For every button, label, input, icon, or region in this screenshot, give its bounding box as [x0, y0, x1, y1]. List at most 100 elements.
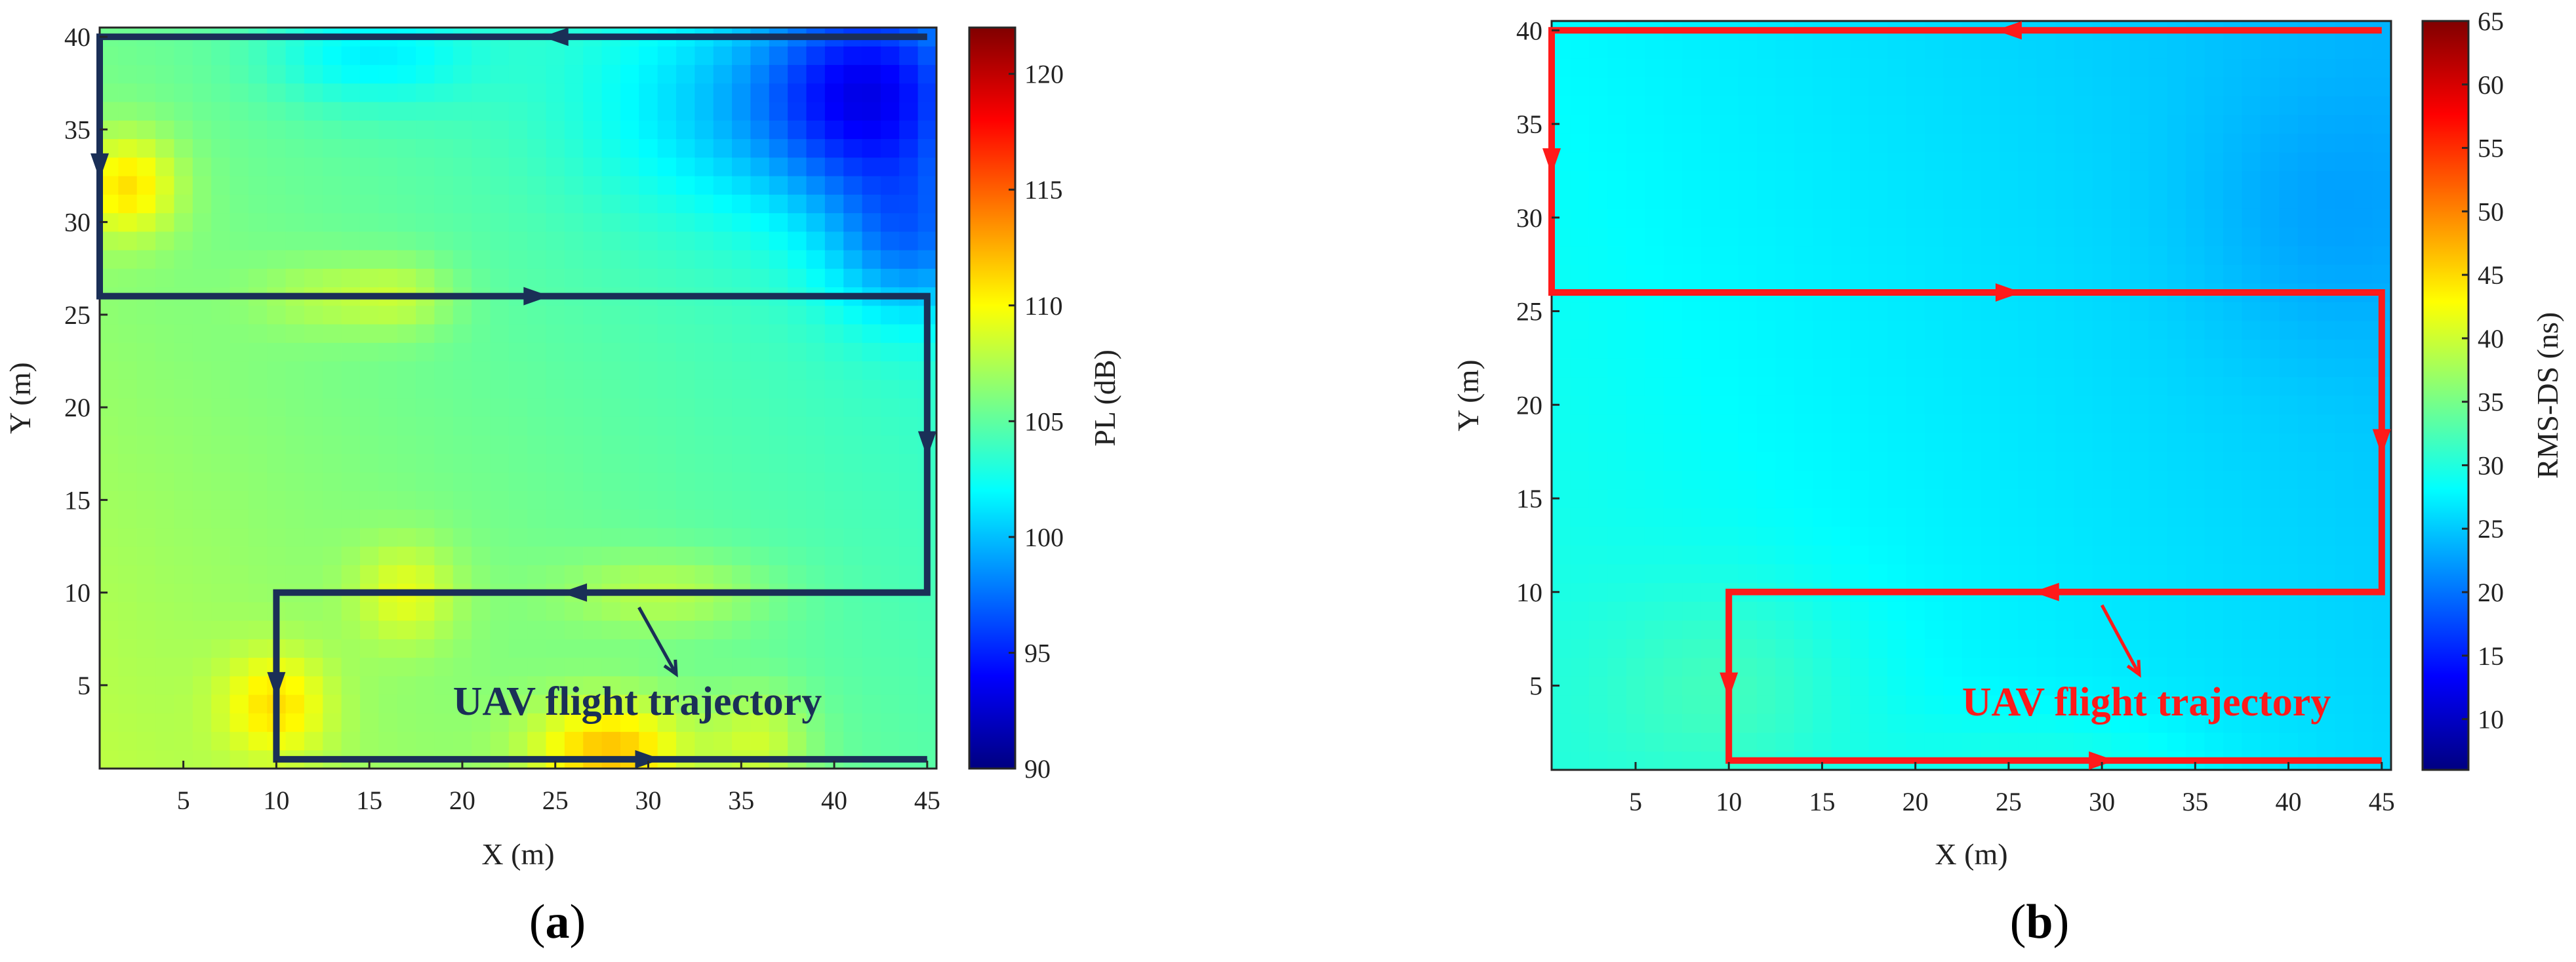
heatmap-cell: [1663, 357, 1683, 378]
heatmap-cell: [359, 361, 379, 380]
heatmap-cell: [508, 620, 528, 639]
heatmap-cell: [1868, 732, 1888, 752]
heatmap-cell: [359, 435, 379, 454]
trajectory-arrow: [542, 28, 569, 47]
heatmap-cell: [2092, 526, 2112, 546]
heatmap-cell: [639, 713, 658, 732]
heatmap-cell: [192, 102, 212, 121]
heatmap-cell: [2279, 151, 2299, 171]
heatmap-cell: [880, 83, 900, 102]
heatmap-cell: [1682, 245, 1702, 265]
heatmap-cell: [453, 250, 472, 269]
heatmap-cell: [2279, 264, 2299, 284]
heatmap-cell: [1794, 339, 1813, 359]
heatmap-cell: [713, 731, 733, 751]
heatmap-cell: [2279, 713, 2299, 733]
heatmap-cell: [155, 212, 175, 232]
heatmap-cell: [2297, 694, 2317, 714]
heatmap-cell: [1588, 508, 1608, 527]
heatmap-cell: [1999, 433, 2019, 452]
heatmap-cell: [1756, 302, 1776, 321]
heatmap-cell: [1850, 563, 1870, 584]
heatmap-cell: [2036, 58, 2056, 78]
heatmap-cell: [824, 546, 844, 565]
heatmap-cell: [1831, 58, 1851, 78]
heatmap-cell: [1663, 395, 1683, 415]
heatmap-cell: [583, 527, 603, 547]
heatmap-cell: [1626, 264, 1645, 284]
heatmap-cell: [1868, 227, 1888, 247]
heatmap-cell: [453, 713, 472, 732]
heatmap-cell: [880, 231, 900, 251]
heatmap-cell: [1588, 451, 1608, 471]
heatmap-cell: [583, 342, 603, 362]
heatmap-cell: [490, 694, 510, 713]
heatmap-cell: [2335, 357, 2354, 378]
heatmap-cell: [192, 731, 212, 751]
heatmap-cell: [2018, 114, 2038, 134]
heatmap-cell: [880, 694, 900, 713]
heatmap-cell: [2260, 676, 2280, 696]
heatmap-cell: [1701, 227, 1720, 247]
heatmap-cell: [2204, 601, 2224, 621]
heatmap-cell: [453, 138, 472, 158]
heatmap-cell: [1813, 339, 1832, 359]
heatmap-cell: [899, 491, 919, 510]
heatmap-cell: [2055, 563, 2075, 584]
heatmap-cell: [472, 675, 491, 695]
heatmap-cell: [211, 565, 231, 584]
heatmap-cell: [230, 601, 249, 621]
heatmap-cell: [1682, 545, 1702, 565]
colorbar-tick-label: 45: [2478, 260, 2504, 290]
heatmap-cell: [2316, 96, 2336, 115]
trajectory-arrow: [267, 671, 286, 698]
heatmap-cell: [862, 46, 881, 66]
heatmap-cell: [155, 527, 175, 547]
heatmap-cell: [285, 250, 305, 269]
heatmap-cell: [2335, 433, 2354, 452]
heatmap-cell: [564, 250, 584, 269]
heatmap-cell: [1850, 508, 1870, 527]
heatmap-cell: [1775, 39, 1795, 59]
heatmap-cell: [304, 491, 323, 510]
heatmap-cell: [1701, 451, 1720, 471]
heatmap-cell: [2242, 676, 2261, 696]
heatmap-cell: [2223, 395, 2243, 415]
heatmap-cell: [453, 268, 472, 288]
heatmap-cell: [453, 176, 472, 195]
heatmap-cell: [527, 64, 547, 84]
heatmap-cell: [2242, 601, 2261, 621]
heatmap-cell: [583, 268, 603, 288]
heatmap-cell: [2018, 39, 2038, 59]
heatmap-cell: [806, 305, 826, 325]
heatmap-cell: [323, 639, 342, 658]
heatmap-cell: [2055, 694, 2075, 714]
heatmap-cell: [230, 565, 249, 584]
heatmap-cell: [1775, 133, 1795, 153]
heatmap-cell: [155, 675, 175, 695]
heatmap-cell: [453, 416, 472, 436]
heatmap-cell: [2279, 77, 2299, 96]
heatmap-cell: [118, 176, 138, 195]
heatmap-cell: [1588, 151, 1608, 171]
heatmap-cell: [2055, 264, 2075, 284]
heatmap-cell: [1850, 114, 1870, 134]
heatmap-cell: [1850, 451, 1870, 471]
heatmap-cell: [1962, 151, 1981, 171]
heatmap-cell: [1794, 639, 1813, 658]
annotation-pointer: [2100, 604, 2141, 675]
heatmap-cell: [211, 157, 231, 176]
heatmap-cell: [2204, 732, 2224, 752]
heatmap-cell: [453, 546, 472, 565]
heatmap-cell: [323, 324, 342, 343]
heatmap-cell: [1607, 657, 1627, 677]
heatmap-cell: [1663, 114, 1683, 134]
heatmap-cell: [155, 120, 175, 140]
heatmap-cell: [100, 416, 119, 436]
heatmap-cell: [174, 675, 193, 695]
heatmap-cell: [397, 157, 416, 176]
heatmap-cell: [899, 361, 919, 380]
heatmap-cell: [546, 102, 565, 121]
heatmap-cell: [1813, 189, 1832, 209]
heatmap-cell: [694, 250, 714, 269]
